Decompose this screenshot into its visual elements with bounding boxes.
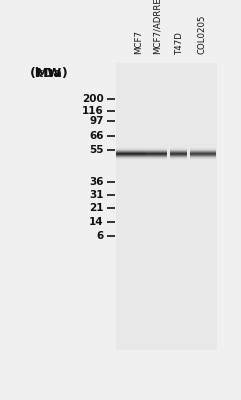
Text: COL0205: COL0205 <box>197 15 206 54</box>
Text: 31: 31 <box>89 190 104 200</box>
Text: 200: 200 <box>82 94 104 104</box>
Text: MCF7/ADRRES: MCF7/ADRRES <box>153 0 161 54</box>
Text: 116: 116 <box>82 106 104 116</box>
Text: T47D: T47D <box>175 31 184 54</box>
Text: 97: 97 <box>89 116 104 126</box>
Text: 36: 36 <box>89 177 104 187</box>
Bar <box>116 63 217 350</box>
Text: MCF7: MCF7 <box>134 30 143 54</box>
Text: MW: MW <box>36 67 62 80</box>
Text: 66: 66 <box>89 131 104 141</box>
Text: 21: 21 <box>89 203 104 213</box>
Text: (kDa): (kDa) <box>29 52 68 80</box>
Text: 14: 14 <box>89 217 104 227</box>
Text: 55: 55 <box>89 145 104 155</box>
Text: 6: 6 <box>97 231 104 241</box>
